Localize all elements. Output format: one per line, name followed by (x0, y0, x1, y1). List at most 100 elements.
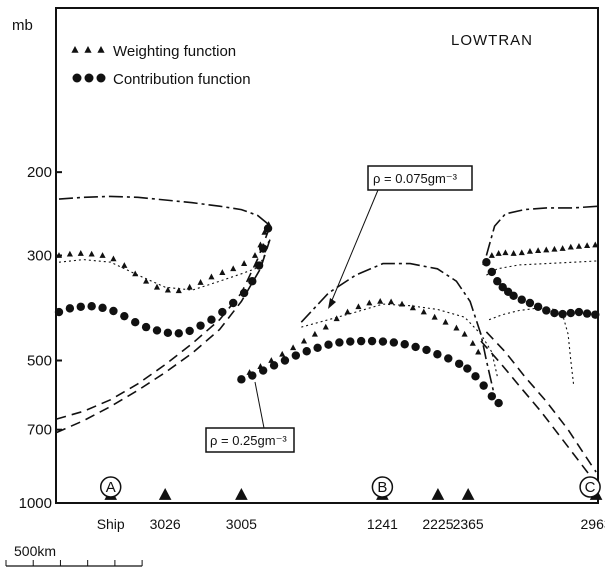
contribution-point-1-5 (109, 306, 118, 316)
contribution-point-5-14 (582, 309, 592, 318)
weighting-point-4-5 (518, 249, 525, 256)
section-marker-circle-A (99, 476, 122, 498)
weighting-point-2-7 (322, 323, 329, 330)
contribution-point-3-13 (378, 337, 388, 346)
contribution-point-5-13 (574, 307, 584, 317)
contribution-point-1-12 (185, 326, 194, 336)
weighting-point-4-8 (543, 246, 550, 253)
section-markers: A B C (99, 476, 601, 498)
legend-circle-0 (72, 73, 82, 83)
weighting-point-2-8 (333, 315, 340, 322)
weighting-point-0-8 (143, 277, 150, 284)
weighting-point-0-5 (110, 255, 117, 262)
line-dotted-5 (486, 260, 599, 276)
weighting-point-2-13 (388, 298, 395, 305)
weighting-point-0-7 (132, 270, 139, 277)
weighting-point-4-6 (526, 247, 534, 254)
annotation-0075: ρ = 0.075gm⁻³ (373, 171, 458, 186)
contribution-point-1-19 (254, 261, 264, 270)
contribution-point-5-0 (482, 258, 491, 267)
contribution-point-1-10 (163, 328, 173, 338)
y-tick-label-700: 700 (27, 422, 52, 439)
weighting-point-2-19 (453, 324, 460, 331)
legend-contribution-marker (72, 73, 106, 83)
weighting-point-0-3 (88, 250, 95, 257)
contribution-point-3-6 (302, 347, 311, 356)
contribution-point-1-18 (248, 277, 257, 286)
contribution-point-5-5 (509, 291, 518, 301)
contribution-point-3-0 (237, 375, 246, 384)
weighting-point-0-10 (164, 286, 171, 293)
contribution-point-1-21 (263, 224, 273, 233)
weighting-point-0-1 (66, 250, 73, 257)
y-tick-label-1000: 1000 (19, 495, 52, 512)
line-dashed-9 (485, 331, 597, 473)
weighting-point-4-4 (510, 250, 517, 256)
contribution-point-1-13 (196, 321, 205, 330)
station-label-3026: 3026 (150, 516, 181, 532)
line-dash-dot-0 (58, 195, 270, 226)
contribution-point-5-7 (525, 298, 535, 308)
annotation-arrow-0075 (328, 298, 336, 309)
contribution-point-5-11 (558, 309, 567, 319)
weighting-point-0-18 (251, 252, 259, 258)
contribution-point-3-12 (367, 336, 377, 346)
legend-contribution-label: Contribution function (113, 71, 251, 88)
weighting-point-2-11 (366, 299, 373, 306)
line-dash-dot-1 (300, 262, 496, 397)
weighting-point-2-15 (409, 304, 416, 311)
line-dotted-4 (301, 303, 498, 377)
contribution-point-3-15 (400, 340, 409, 349)
station-label-Ship: Ship (97, 516, 125, 532)
contribution-point-3-25 (494, 398, 503, 408)
weighting-point-2-16 (420, 308, 427, 315)
legend-triangle-1 (84, 46, 92, 53)
contribution-point-3-11 (356, 336, 366, 346)
section-marker-B: B (377, 479, 387, 496)
contribution-point-5-9 (542, 306, 551, 315)
contribution-point-1-7 (131, 318, 140, 327)
line-dashed-8 (55, 235, 273, 434)
weighting-point-2-14 (398, 300, 406, 307)
contribution-point-3-8 (324, 340, 333, 349)
weighting-point-2-10 (355, 303, 362, 310)
contribution-point-5-3 (498, 282, 507, 292)
station-marker-2365 (461, 488, 475, 500)
contribution-point-1-6 (120, 311, 129, 321)
weighting-point-0-12 (186, 283, 193, 290)
contribution-point-3-1 (248, 371, 257, 380)
contribution-point-5-8 (533, 302, 543, 311)
section-marker-C: C (585, 479, 596, 496)
contribution-point-5-6 (517, 295, 526, 304)
legend-weighting-marker (71, 46, 105, 53)
chart-series (54, 221, 600, 408)
weighting-point-0-9 (153, 283, 161, 290)
line-dashed-10 (480, 340, 597, 485)
station-marker-3005 (235, 488, 248, 500)
contribution-point-5-10 (550, 308, 559, 318)
weighting-point-2-4 (290, 344, 297, 351)
y-axis: mb 200 300 500 700 1000 (12, 17, 62, 512)
contribution-point-1-1 (65, 304, 75, 313)
weighting-point-2-21 (469, 339, 476, 346)
scale-bar: 500km (5, 543, 143, 567)
station-label-1241: 1241 (367, 516, 398, 532)
weighting-point-4-13 (584, 242, 591, 249)
weighting-point-2-3 (279, 350, 286, 357)
weighting-point-0-4 (99, 252, 106, 258)
station-label-2365: 2365 (453, 516, 484, 532)
weighting-point-2-17 (431, 313, 438, 320)
contribution-point-3-3 (269, 361, 279, 370)
annotations: ρ = 0.075gm⁻³ ρ = 0.25gm⁻³ (205, 165, 473, 453)
contribution-point-1-17 (239, 288, 249, 298)
legend-triangle-2 (97, 46, 105, 53)
contribution-point-5-2 (493, 277, 502, 286)
line-dashed-7 (56, 229, 270, 420)
legend-circle-2 (96, 73, 106, 83)
contribution-point-1-11 (174, 329, 183, 338)
scale-bar-label: 500km (14, 543, 56, 559)
annotation-box-0075 (367, 165, 473, 191)
contribution-point-3-7 (313, 343, 322, 352)
contribution-point-5-1 (487, 267, 497, 277)
y-axis-label: mb (12, 17, 33, 34)
